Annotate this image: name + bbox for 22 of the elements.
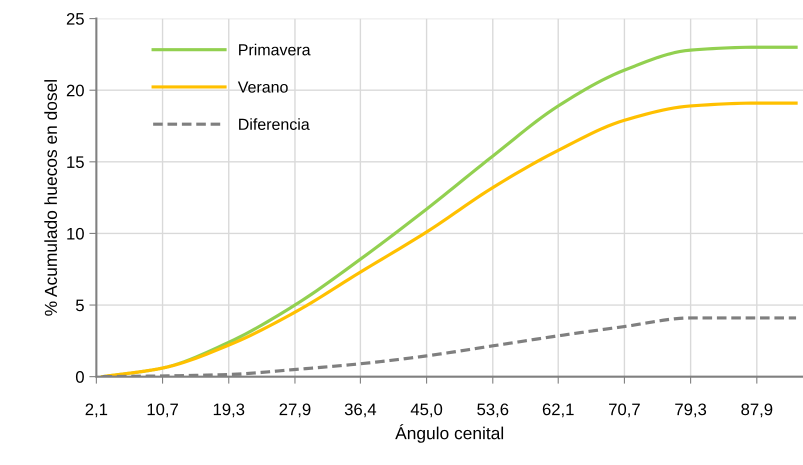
y-tick-label: 5 (76, 300, 84, 312)
y-tick-label: 20 (66, 84, 84, 96)
y-tick-label: 10 (67, 228, 84, 240)
legend-label: Primavera (239, 44, 311, 56)
x-tick-label: 2,1 (86, 403, 108, 418)
x-tick-label: 36,4 (344, 403, 376, 418)
y-tick-label: 0 (76, 371, 84, 383)
legend-label: Diferencia (239, 118, 310, 130)
x-tick-label: 87,9 (741, 403, 772, 418)
legend-label: Verano (238, 82, 288, 93)
x-axis-title: Ángulo cenital (395, 424, 504, 443)
x-tick-label: 62,1 (542, 403, 574, 418)
x-tick-label: 27,9 (280, 403, 310, 418)
x-tick-label: 53,6 (477, 403, 508, 418)
y-axis-title: % Acumulado huecos en dosel (44, 80, 58, 316)
x-tick-label: 45,0 (410, 403, 442, 418)
x-tick-label: 79,3 (675, 403, 706, 418)
y-tick-label: 25 (66, 13, 84, 25)
y-tick-label: 15 (67, 156, 84, 168)
x-tick-label: 70,7 (609, 403, 640, 418)
x-tick-label: 10,7 (148, 403, 178, 418)
x-tick-label: 19,3 (214, 403, 244, 418)
